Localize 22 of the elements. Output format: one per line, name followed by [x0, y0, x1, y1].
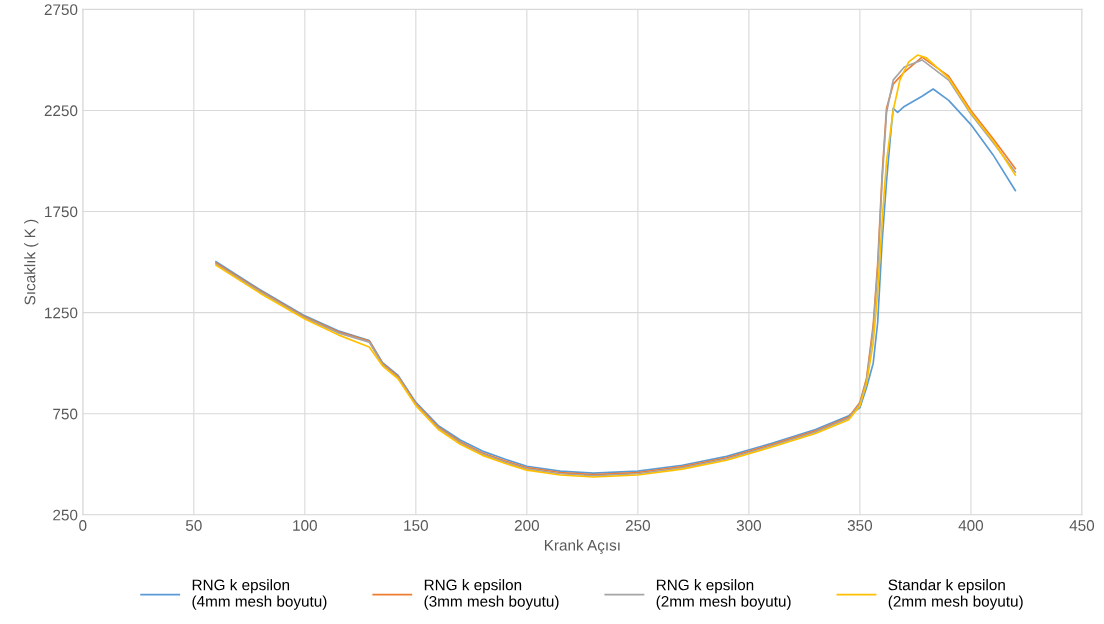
y-tick-label: 1750	[45, 206, 78, 218]
y-axis-title: Sıcaklık ( K )	[24, 219, 39, 305]
x-tick-label: 0	[79, 520, 87, 531]
legend-label: RNG k epsilon (2mm mesh boyutu)	[656, 579, 791, 610]
legend-label: Standar k epsilon (2mm mesh boyutu)	[888, 579, 1023, 610]
x-tick-label: 250	[625, 520, 651, 531]
legend-label: RNG k epsilon (4mm mesh boyutu)	[192, 579, 327, 610]
x-tick-label: 150	[404, 520, 428, 531]
y-tick-label: 750	[53, 408, 78, 420]
x-axis-title: Krank Açısı	[544, 539, 620, 554]
x-tick-label: 200	[514, 520, 539, 531]
x-tick-label: 100	[293, 520, 317, 531]
x-tick-label: 450	[1069, 520, 1095, 531]
legend-label: RNG k epsilon (3mm mesh boyutu)	[424, 579, 559, 610]
x-tick-label: 50	[185, 520, 202, 531]
y-tick-label: 2250	[44, 105, 78, 117]
y-tick-label: 1250	[45, 307, 78, 319]
y-tick-label: 2750	[44, 4, 78, 16]
x-tick-label: 300	[736, 520, 762, 531]
x-tick-label: 400	[958, 520, 984, 531]
y-tick-label: 250	[53, 509, 78, 521]
x-tick-label: 350	[847, 520, 873, 531]
